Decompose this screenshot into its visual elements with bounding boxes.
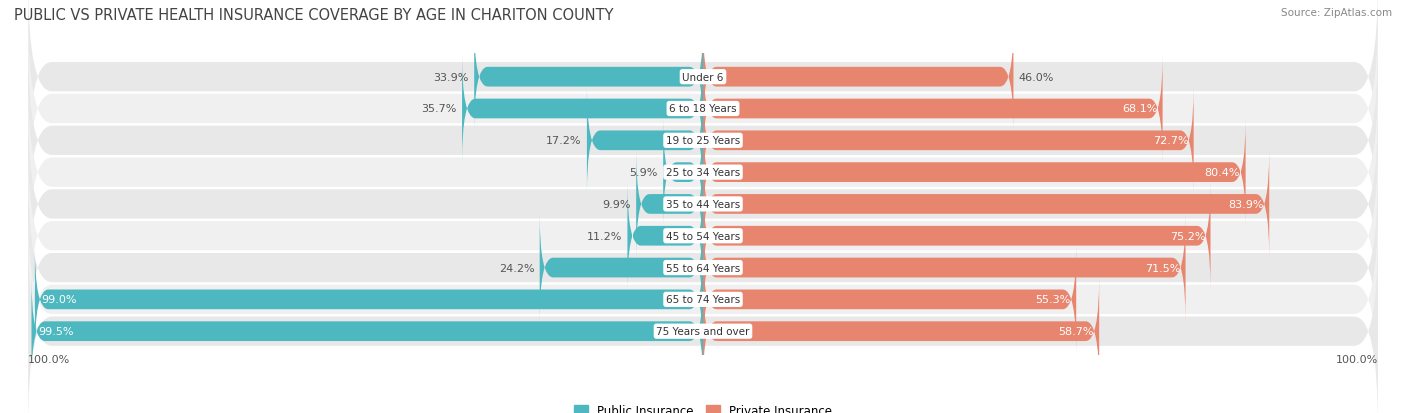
- Text: 35.7%: 35.7%: [422, 104, 457, 114]
- Text: 100.0%: 100.0%: [1336, 354, 1378, 364]
- Text: 75.2%: 75.2%: [1170, 231, 1205, 241]
- Text: Source: ZipAtlas.com: Source: ZipAtlas.com: [1281, 8, 1392, 18]
- Legend: Public Insurance, Private Insurance: Public Insurance, Private Insurance: [569, 399, 837, 413]
- FancyBboxPatch shape: [703, 24, 1014, 131]
- FancyBboxPatch shape: [28, 203, 1378, 396]
- Text: 75 Years and over: 75 Years and over: [657, 326, 749, 336]
- FancyBboxPatch shape: [28, 76, 1378, 269]
- Text: 71.5%: 71.5%: [1144, 263, 1180, 273]
- Text: 5.9%: 5.9%: [630, 168, 658, 178]
- Text: Under 6: Under 6: [682, 73, 724, 83]
- Text: 19 to 25 Years: 19 to 25 Years: [666, 136, 740, 146]
- FancyBboxPatch shape: [703, 183, 1211, 290]
- FancyBboxPatch shape: [28, 140, 1378, 332]
- FancyBboxPatch shape: [703, 214, 1185, 322]
- Text: 55 to 64 Years: 55 to 64 Years: [666, 263, 740, 273]
- Text: 33.9%: 33.9%: [433, 73, 468, 83]
- FancyBboxPatch shape: [28, 108, 1378, 301]
- FancyBboxPatch shape: [35, 246, 703, 353]
- Text: 45 to 54 Years: 45 to 54 Years: [666, 231, 740, 241]
- FancyBboxPatch shape: [586, 87, 703, 195]
- Text: 11.2%: 11.2%: [586, 231, 621, 241]
- FancyBboxPatch shape: [28, 45, 1378, 237]
- FancyBboxPatch shape: [28, 13, 1378, 206]
- Text: 80.4%: 80.4%: [1205, 168, 1240, 178]
- Text: 72.7%: 72.7%: [1153, 136, 1188, 146]
- Text: 99.5%: 99.5%: [38, 326, 73, 336]
- Text: 58.7%: 58.7%: [1059, 326, 1094, 336]
- Text: 6 to 18 Years: 6 to 18 Years: [669, 104, 737, 114]
- Text: 25 to 34 Years: 25 to 34 Years: [666, 168, 740, 178]
- Text: 100.0%: 100.0%: [28, 354, 70, 364]
- Text: 83.9%: 83.9%: [1229, 199, 1264, 209]
- FancyBboxPatch shape: [703, 56, 1163, 163]
- FancyBboxPatch shape: [31, 278, 703, 385]
- FancyBboxPatch shape: [627, 183, 703, 290]
- FancyBboxPatch shape: [463, 56, 703, 163]
- FancyBboxPatch shape: [28, 0, 1378, 174]
- Text: 99.0%: 99.0%: [42, 294, 77, 305]
- FancyBboxPatch shape: [636, 151, 703, 258]
- FancyBboxPatch shape: [540, 214, 703, 322]
- Text: 55.3%: 55.3%: [1036, 294, 1071, 305]
- FancyBboxPatch shape: [664, 119, 703, 226]
- Text: 9.9%: 9.9%: [602, 199, 631, 209]
- Text: 46.0%: 46.0%: [1019, 73, 1054, 83]
- FancyBboxPatch shape: [703, 278, 1099, 385]
- Text: 17.2%: 17.2%: [546, 136, 582, 146]
- Text: 68.1%: 68.1%: [1122, 104, 1157, 114]
- FancyBboxPatch shape: [474, 24, 703, 131]
- Text: 24.2%: 24.2%: [499, 263, 534, 273]
- FancyBboxPatch shape: [703, 87, 1194, 195]
- FancyBboxPatch shape: [703, 151, 1270, 258]
- Text: PUBLIC VS PRIVATE HEALTH INSURANCE COVERAGE BY AGE IN CHARITON COUNTY: PUBLIC VS PRIVATE HEALTH INSURANCE COVER…: [14, 8, 613, 23]
- FancyBboxPatch shape: [28, 171, 1378, 364]
- Text: 65 to 74 Years: 65 to 74 Years: [666, 294, 740, 305]
- FancyBboxPatch shape: [28, 235, 1378, 413]
- FancyBboxPatch shape: [703, 246, 1076, 353]
- FancyBboxPatch shape: [703, 119, 1246, 226]
- Text: 35 to 44 Years: 35 to 44 Years: [666, 199, 740, 209]
